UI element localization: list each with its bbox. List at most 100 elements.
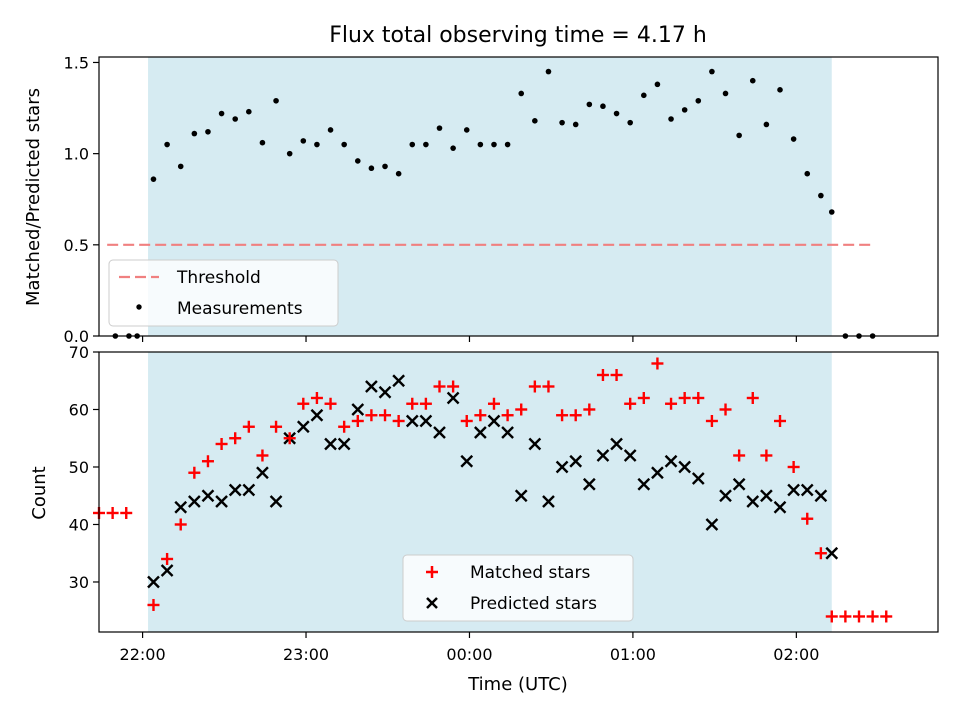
bottom-y-tick-label: 70	[69, 343, 89, 362]
predicted-star-point	[160, 564, 174, 577]
bottom-y-axis-label: Count	[29, 466, 50, 519]
matched-star-point	[297, 397, 310, 410]
x-tick-label: 00:00	[446, 645, 492, 664]
predicted-star-point	[705, 518, 719, 531]
matched-star-point	[338, 420, 351, 433]
x-tick-label: 01:00	[610, 645, 656, 664]
predicted-star-point	[269, 495, 283, 508]
matched-star-point	[774, 414, 787, 427]
bottom-legend: Matched stars Predicted stars	[402, 554, 634, 622]
measurement-point	[259, 139, 266, 146]
matched-star-point	[542, 380, 555, 393]
matched-star-point	[787, 460, 800, 473]
matched-star-point	[106, 506, 119, 519]
matched-star-point	[474, 409, 487, 422]
predicted-star-point	[228, 483, 242, 497]
measurement-point	[777, 87, 783, 93]
predicted-star-point	[433, 426, 446, 439]
matched-star-point	[487, 397, 500, 410]
legend-predicted-label: Predicted stars	[470, 594, 597, 614]
predicted-star-point	[528, 437, 542, 451]
legend-measurements-swatch	[136, 304, 142, 310]
top-y-tick-label: 1.0	[64, 145, 89, 164]
predicted-star-point	[378, 385, 392, 399]
matched-star-point	[692, 391, 705, 404]
bottom-y-tick-label: 40	[69, 515, 89, 534]
predicted-star-point	[637, 477, 651, 491]
bottom-legend-box	[402, 554, 634, 622]
matched-star-point	[419, 397, 432, 410]
predicted-star-point	[760, 489, 773, 503]
matched-star-point	[733, 449, 746, 462]
measurement-point	[463, 127, 470, 133]
matched-star-point	[814, 547, 827, 560]
matched-star-point	[528, 380, 541, 393]
matched-star-point	[719, 403, 732, 416]
measurement-point	[722, 90, 729, 97]
top-y-tick-label: 1.5	[64, 53, 89, 72]
measurement-point	[572, 121, 579, 128]
top-axes-frame	[98, 56, 939, 337]
predicted-star-point	[351, 403, 365, 416]
measurement-point	[327, 127, 334, 133]
matched-star-point	[825, 610, 838, 623]
bottom-axes-frame	[98, 351, 939, 633]
predicted-star-point	[174, 500, 188, 514]
measurement-point	[681, 107, 688, 113]
measurement-point	[150, 176, 157, 182]
measurement-point	[232, 116, 239, 122]
matched-star-point	[324, 397, 337, 410]
matched-star-point	[624, 397, 637, 410]
measurement-point	[828, 209, 835, 215]
legend-threshold-label: Threshold	[176, 268, 261, 288]
measurement-point	[613, 110, 620, 117]
matched-star-point	[678, 391, 691, 404]
measurement-point	[273, 97, 279, 104]
measurement-point	[586, 101, 593, 108]
matched-star-point	[705, 414, 718, 427]
measurement-point	[395, 170, 402, 177]
predicted-star-point	[664, 454, 678, 468]
predicted-star-point	[365, 380, 378, 393]
measurement-point	[341, 141, 347, 148]
matched-star-point	[351, 414, 364, 427]
predicted-star-point	[514, 489, 528, 503]
matched-star-point	[610, 368, 623, 381]
legend-matched-swatch	[426, 566, 438, 578]
x-tick-label: 22:00	[120, 645, 166, 664]
matched-star-point	[746, 391, 759, 404]
predicted-star-point	[256, 466, 269, 480]
predicted-star-point	[596, 449, 610, 462]
matched-star-point	[283, 432, 296, 445]
matched-star-point	[188, 466, 201, 479]
matched-star-point	[147, 598, 160, 611]
predicted-star-point	[242, 483, 256, 497]
predicted-star-point	[719, 489, 732, 503]
measurement-point	[300, 138, 307, 144]
matched-star-point	[379, 409, 392, 422]
measurement-point	[518, 90, 525, 97]
matched-star-point	[556, 409, 569, 422]
measurement-point	[286, 150, 293, 157]
predicted-star-point	[337, 437, 351, 451]
matched-star-point	[120, 506, 133, 519]
measurement-point	[164, 141, 170, 148]
predicted-star-point	[487, 414, 501, 428]
measurement-point	[695, 97, 702, 104]
top-y-tick-label: 0.5	[64, 236, 89, 255]
matched-star-point	[229, 432, 242, 445]
matched-star-point	[515, 403, 528, 416]
predicted-star-point	[201, 489, 215, 503]
bottom-panel: 30 40 50 60 70 22:00 23:00 00:00 01:00 02:00 Cou…	[29, 343, 939, 695]
measurement-point	[532, 118, 538, 124]
predicted-star-point	[474, 426, 487, 439]
measurement-point	[641, 92, 647, 99]
measurement-point	[559, 119, 565, 126]
measurement-point	[790, 136, 797, 142]
measurement-point	[627, 119, 633, 126]
measurement-point	[804, 170, 811, 177]
predicted-star-point	[419, 414, 433, 428]
matched-star-point	[760, 449, 773, 462]
measurement-point	[654, 81, 661, 88]
chart-title: Flux total observing time = 4.17 h	[329, 23, 707, 48]
